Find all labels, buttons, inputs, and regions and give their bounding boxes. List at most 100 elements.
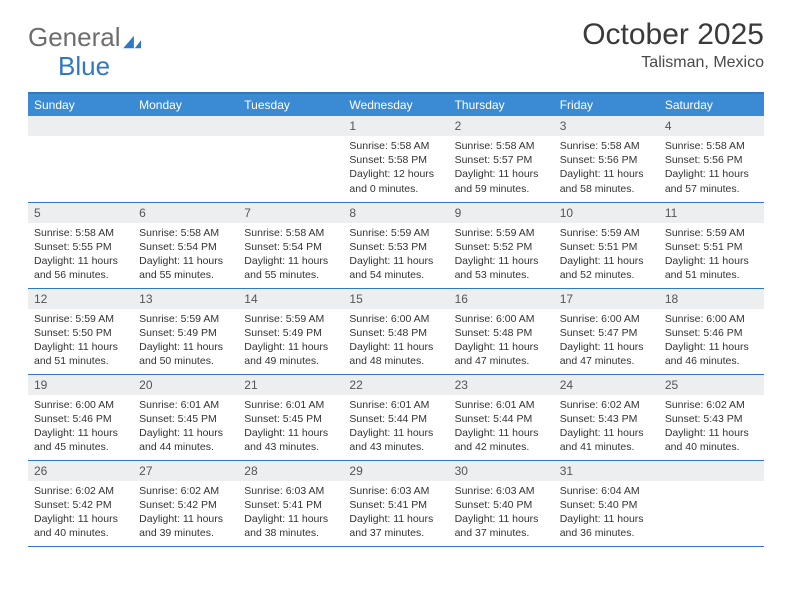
- calendar-cell: 20Sunrise: 6:01 AMSunset: 5:45 PMDayligh…: [133, 374, 238, 460]
- day-number: 20: [133, 375, 238, 395]
- sunrise-text: Sunrise: 6:00 AM: [349, 312, 442, 326]
- day-detail: Sunrise: 5:58 AMSunset: 5:54 PMDaylight:…: [238, 223, 343, 287]
- page: GeneralBlue October 2025 Talisman, Mexic…: [0, 0, 792, 567]
- day-detail: Sunrise: 6:02 AMSunset: 5:43 PMDaylight:…: [554, 395, 659, 459]
- day-detail: Sunrise: 6:03 AMSunset: 5:41 PMDaylight:…: [343, 481, 448, 545]
- sunrise-text: Sunrise: 6:03 AM: [244, 484, 337, 498]
- sunrise-text: Sunrise: 6:00 AM: [34, 398, 127, 412]
- calendar-cell: 1Sunrise: 5:58 AMSunset: 5:58 PMDaylight…: [343, 116, 448, 202]
- sunrise-text: Sunrise: 5:58 AM: [560, 139, 653, 153]
- sunset-text: Sunset: 5:51 PM: [665, 240, 758, 254]
- sunset-text: Sunset: 5:42 PM: [139, 498, 232, 512]
- daylight-text: Daylight: 11 hours and 38 minutes.: [244, 512, 337, 540]
- day-detail: Sunrise: 5:59 AMSunset: 5:49 PMDaylight:…: [133, 309, 238, 373]
- sunset-text: Sunset: 5:55 PM: [34, 240, 127, 254]
- day-detail: Sunrise: 6:02 AMSunset: 5:42 PMDaylight:…: [133, 481, 238, 545]
- sunrise-text: Sunrise: 6:02 AM: [34, 484, 127, 498]
- sunset-text: Sunset: 5:40 PM: [560, 498, 653, 512]
- sunset-text: Sunset: 5:42 PM: [34, 498, 127, 512]
- sunrise-text: Sunrise: 5:58 AM: [455, 139, 548, 153]
- day-number: 30: [449, 461, 554, 481]
- weekday-header: Saturday: [659, 94, 764, 116]
- day-number: 26: [28, 461, 133, 481]
- daylight-text: Daylight: 11 hours and 49 minutes.: [244, 340, 337, 368]
- sunrise-text: Sunrise: 6:01 AM: [139, 398, 232, 412]
- day-detail: Sunrise: 5:59 AMSunset: 5:51 PMDaylight:…: [554, 223, 659, 287]
- day-detail: Sunrise: 6:01 AMSunset: 5:45 PMDaylight:…: [133, 395, 238, 459]
- calendar-cell: 7Sunrise: 5:58 AMSunset: 5:54 PMDaylight…: [238, 202, 343, 288]
- day-number: 15: [343, 289, 448, 309]
- day-number: 28: [238, 461, 343, 481]
- calendar-cell: [133, 116, 238, 202]
- sunset-text: Sunset: 5:54 PM: [244, 240, 337, 254]
- calendar-cell: 2Sunrise: 5:58 AMSunset: 5:57 PMDaylight…: [449, 116, 554, 202]
- sunset-text: Sunset: 5:47 PM: [560, 326, 653, 340]
- calendar-cell: 16Sunrise: 6:00 AMSunset: 5:48 PMDayligh…: [449, 288, 554, 374]
- daylight-text: Daylight: 11 hours and 52 minutes.: [560, 254, 653, 282]
- day-detail: Sunrise: 5:58 AMSunset: 5:57 PMDaylight:…: [449, 136, 554, 200]
- sunset-text: Sunset: 5:58 PM: [349, 153, 442, 167]
- calendar-cell: 21Sunrise: 6:01 AMSunset: 5:45 PMDayligh…: [238, 374, 343, 460]
- calendar-head: Sunday Monday Tuesday Wednesday Thursday…: [28, 94, 764, 116]
- daylight-text: Daylight: 11 hours and 57 minutes.: [665, 167, 758, 195]
- calendar-cell: 26Sunrise: 6:02 AMSunset: 5:42 PMDayligh…: [28, 460, 133, 546]
- daylight-text: Daylight: 11 hours and 40 minutes.: [665, 426, 758, 454]
- day-number: 2: [449, 116, 554, 136]
- day-number: 16: [449, 289, 554, 309]
- day-number: 27: [133, 461, 238, 481]
- sunrise-text: Sunrise: 6:02 AM: [560, 398, 653, 412]
- day-detail: Sunrise: 5:59 AMSunset: 5:51 PMDaylight:…: [659, 223, 764, 287]
- weekday-header: Friday: [554, 94, 659, 116]
- day-detail: Sunrise: 6:01 AMSunset: 5:44 PMDaylight:…: [343, 395, 448, 459]
- day-detail: Sunrise: 5:58 AMSunset: 5:56 PMDaylight:…: [554, 136, 659, 200]
- sunset-text: Sunset: 5:48 PM: [349, 326, 442, 340]
- sunset-text: Sunset: 5:41 PM: [244, 498, 337, 512]
- sunset-text: Sunset: 5:54 PM: [139, 240, 232, 254]
- day-number: 14: [238, 289, 343, 309]
- weekday-header: Thursday: [449, 94, 554, 116]
- calendar-cell: 14Sunrise: 5:59 AMSunset: 5:49 PMDayligh…: [238, 288, 343, 374]
- day-detail: Sunrise: 6:00 AMSunset: 5:46 PMDaylight:…: [659, 309, 764, 373]
- day-detail: Sunrise: 6:03 AMSunset: 5:41 PMDaylight:…: [238, 481, 343, 545]
- sunset-text: Sunset: 5:52 PM: [455, 240, 548, 254]
- calendar-cell: [659, 460, 764, 546]
- day-number: [659, 461, 764, 481]
- calendar-cell: 22Sunrise: 6:01 AMSunset: 5:44 PMDayligh…: [343, 374, 448, 460]
- calendar-cell: [28, 116, 133, 202]
- sunset-text: Sunset: 5:49 PM: [139, 326, 232, 340]
- daylight-text: Daylight: 11 hours and 56 minutes.: [34, 254, 127, 282]
- daylight-text: Daylight: 11 hours and 47 minutes.: [560, 340, 653, 368]
- sunrise-text: Sunrise: 6:00 AM: [665, 312, 758, 326]
- day-detail: Sunrise: 6:00 AMSunset: 5:46 PMDaylight:…: [28, 395, 133, 459]
- daylight-text: Daylight: 11 hours and 39 minutes.: [139, 512, 232, 540]
- weekday-header: Tuesday: [238, 94, 343, 116]
- day-detail: Sunrise: 5:59 AMSunset: 5:49 PMDaylight:…: [238, 309, 343, 373]
- sunrise-text: Sunrise: 6:02 AM: [139, 484, 232, 498]
- calendar-cell: 4Sunrise: 5:58 AMSunset: 5:56 PMDaylight…: [659, 116, 764, 202]
- day-detail: Sunrise: 5:58 AMSunset: 5:56 PMDaylight:…: [659, 136, 764, 200]
- daylight-text: Daylight: 11 hours and 48 minutes.: [349, 340, 442, 368]
- sunset-text: Sunset: 5:43 PM: [665, 412, 758, 426]
- sunrise-text: Sunrise: 6:01 AM: [244, 398, 337, 412]
- day-number: [133, 116, 238, 136]
- sunrise-text: Sunrise: 6:03 AM: [349, 484, 442, 498]
- sunrise-text: Sunrise: 5:59 AM: [349, 226, 442, 240]
- sunset-text: Sunset: 5:49 PM: [244, 326, 337, 340]
- sunrise-text: Sunrise: 5:59 AM: [34, 312, 127, 326]
- day-number: 13: [133, 289, 238, 309]
- daylight-text: Daylight: 11 hours and 37 minutes.: [455, 512, 548, 540]
- day-detail: Sunrise: 5:58 AMSunset: 5:58 PMDaylight:…: [343, 136, 448, 200]
- sunset-text: Sunset: 5:48 PM: [455, 326, 548, 340]
- day-number: 25: [659, 375, 764, 395]
- sunrise-text: Sunrise: 5:59 AM: [455, 226, 548, 240]
- sunrise-text: Sunrise: 5:59 AM: [139, 312, 232, 326]
- day-detail: Sunrise: 6:01 AMSunset: 5:45 PMDaylight:…: [238, 395, 343, 459]
- sunset-text: Sunset: 5:56 PM: [665, 153, 758, 167]
- calendar-cell: 31Sunrise: 6:04 AMSunset: 5:40 PMDayligh…: [554, 460, 659, 546]
- day-number: 10: [554, 203, 659, 223]
- day-detail: Sunrise: 6:00 AMSunset: 5:48 PMDaylight:…: [449, 309, 554, 373]
- calendar-cell: 6Sunrise: 5:58 AMSunset: 5:54 PMDaylight…: [133, 202, 238, 288]
- day-number: 9: [449, 203, 554, 223]
- daylight-text: Daylight: 11 hours and 55 minutes.: [139, 254, 232, 282]
- calendar-cell: 19Sunrise: 6:00 AMSunset: 5:46 PMDayligh…: [28, 374, 133, 460]
